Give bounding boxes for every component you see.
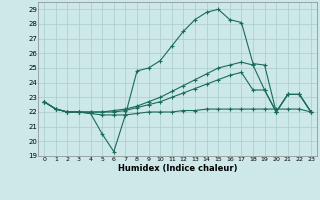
X-axis label: Humidex (Indice chaleur): Humidex (Indice chaleur) xyxy=(118,164,237,173)
